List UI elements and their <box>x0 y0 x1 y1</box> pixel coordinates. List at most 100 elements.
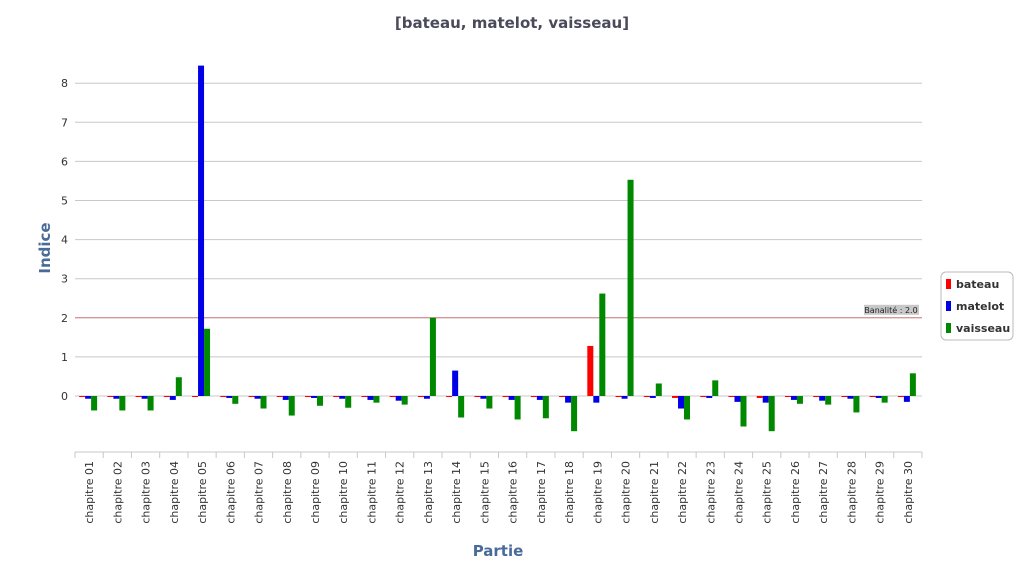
bar-vaisseau-13 <box>429 317 436 396</box>
bar-bateau-4 <box>163 396 170 397</box>
x-axis: chapitre 01 chapitre 02 chapitre 03 chapitr… <box>74 451 923 524</box>
x-tick-label-15: chapitre 15 <box>478 461 491 524</box>
bar-vaisseau-2 <box>119 396 126 411</box>
bar-bateau-17 <box>530 396 537 397</box>
x-tick-label-19: chapitre 19 <box>591 461 604 524</box>
bar-vaisseau-23 <box>712 380 719 396</box>
bar-matelot-21 <box>649 396 656 398</box>
bar-bateau-21 <box>643 396 650 397</box>
bar-vaisseau-28 <box>853 396 860 413</box>
bar-vaisseau-30 <box>909 373 916 396</box>
bar-vaisseau-11 <box>373 396 380 403</box>
bar-vaisseau-1 <box>91 396 98 411</box>
bar-matelot-22 <box>678 396 685 409</box>
bar-bateau-10 <box>333 396 340 397</box>
bar-vaisseau-24 <box>740 396 747 427</box>
legend-swatch-vaisseau <box>946 323 951 333</box>
bar-bateau-27 <box>813 396 820 397</box>
bar-vaisseau-12 <box>401 396 408 405</box>
bar-matelot-10 <box>339 396 346 399</box>
bar-matelot-9 <box>310 396 317 398</box>
legend-swatch-matelot <box>946 301 951 311</box>
bar-vaisseau-10 <box>345 396 352 408</box>
banalite-label: Banalité : 2.0 <box>864 305 917 315</box>
bar-matelot-30 <box>903 396 910 402</box>
bar-bateau-18 <box>559 396 566 397</box>
x-tick-label-21: chapitre 21 <box>648 461 661 524</box>
bar-vaisseau-25 <box>768 396 775 432</box>
x-tick-label-10: chapitre 10 <box>337 461 350 524</box>
bar-vaisseau-15 <box>486 396 493 409</box>
x-tick-label-2: chapitre 02 <box>111 461 124 524</box>
bar-matelot-27 <box>819 396 826 401</box>
x-tick-label-3: chapitre 03 <box>140 461 153 524</box>
bar-bateau-29 <box>869 396 876 397</box>
x-tick-label-6: chapitre 06 <box>224 461 237 524</box>
bar-matelot-6 <box>226 396 233 398</box>
bar-matelot-12 <box>395 396 402 401</box>
bar-matelot-14 <box>452 370 459 396</box>
bar-vaisseau-6 <box>232 396 239 404</box>
bar-vaisseau-8 <box>288 396 295 416</box>
x-tick-label-4: chapitre 04 <box>168 461 181 524</box>
bar-vaisseau-22 <box>684 396 691 420</box>
bar-matelot-7 <box>254 396 261 399</box>
bar-matelot-8 <box>282 396 289 400</box>
y-axis-title: Indice <box>36 222 54 273</box>
x-tick-label-29: chapitre 29 <box>874 461 887 524</box>
x-tick-label-22: chapitre 22 <box>676 461 689 524</box>
bar-matelot-13 <box>423 396 430 399</box>
legend-box <box>940 271 1014 341</box>
x-tick-label-28: chapitre 28 <box>845 461 858 524</box>
bar-bateau-13 <box>417 396 424 397</box>
bar-matelot-3 <box>141 396 148 399</box>
x-tick-label-5: chapitre 05 <box>196 461 209 524</box>
x-tick-label-26: chapitre 26 <box>789 461 802 524</box>
bar-vaisseau-20 <box>627 179 634 396</box>
bar-bateau-30 <box>897 396 904 397</box>
bar-vaisseau-4 <box>175 377 182 396</box>
y-tick-label-7: 7 <box>61 116 68 129</box>
bar-matelot-24 <box>734 396 741 402</box>
y-axis: 0 1 2 3 4 5 6 7 8 <box>61 77 68 403</box>
bar-matelot-1 <box>85 396 92 399</box>
bar-bateau-14 <box>446 396 453 397</box>
x-tick-label-13: chapitre 13 <box>422 461 435 524</box>
legend-label-vaisseau: vaisseau <box>956 322 1010 335</box>
y-tick-label-2: 2 <box>61 312 68 325</box>
bar-matelot-16 <box>508 396 515 400</box>
x-tick-label-17: chapitre 17 <box>535 461 548 524</box>
bar-matelot-11 <box>367 396 374 400</box>
bar-bateau-22 <box>672 396 679 398</box>
x-tick-label-18: chapitre 18 <box>563 461 576 524</box>
y-tick-label-3: 3 <box>61 273 68 286</box>
bar-vaisseau-5 <box>204 328 211 396</box>
bar-matelot-15 <box>480 396 487 399</box>
bar-vaisseau-26 <box>796 396 803 404</box>
bar-bateau-20 <box>615 396 622 397</box>
legend: bateau matelot vaisseau <box>940 271 1014 341</box>
legend-label-matelot: matelot <box>956 300 1004 313</box>
x-tick-label-8: chapitre 08 <box>281 461 294 524</box>
bar-bateau-8 <box>276 396 283 397</box>
bar-bateau-12 <box>389 396 396 397</box>
x-tick-label-25: chapitre 25 <box>761 461 774 524</box>
x-tick-label-16: chapitre 16 <box>507 461 520 524</box>
y-tick-label-5: 5 <box>61 195 68 208</box>
y-tick-label-4: 4 <box>61 234 68 247</box>
bar-matelot-17 <box>536 396 543 400</box>
bar-vaisseau-29 <box>881 396 888 403</box>
bar-vaisseau-27 <box>825 396 832 405</box>
bar-matelot-29 <box>875 396 882 398</box>
legend-swatch-bateau <box>946 279 951 289</box>
reference-line: Banalité : 2.0 <box>75 304 922 319</box>
bar-bateau-28 <box>841 396 848 397</box>
y-tick-label-1: 1 <box>61 351 68 364</box>
bar-vaisseau-18 <box>571 396 578 432</box>
bar-matelot-2 <box>113 396 120 399</box>
bar-bateau-3 <box>135 396 142 397</box>
bar-bateau-15 <box>474 396 481 397</box>
x-tick-label-14: chapitre 14 <box>450 461 463 524</box>
bar-matelot-20 <box>621 396 628 399</box>
